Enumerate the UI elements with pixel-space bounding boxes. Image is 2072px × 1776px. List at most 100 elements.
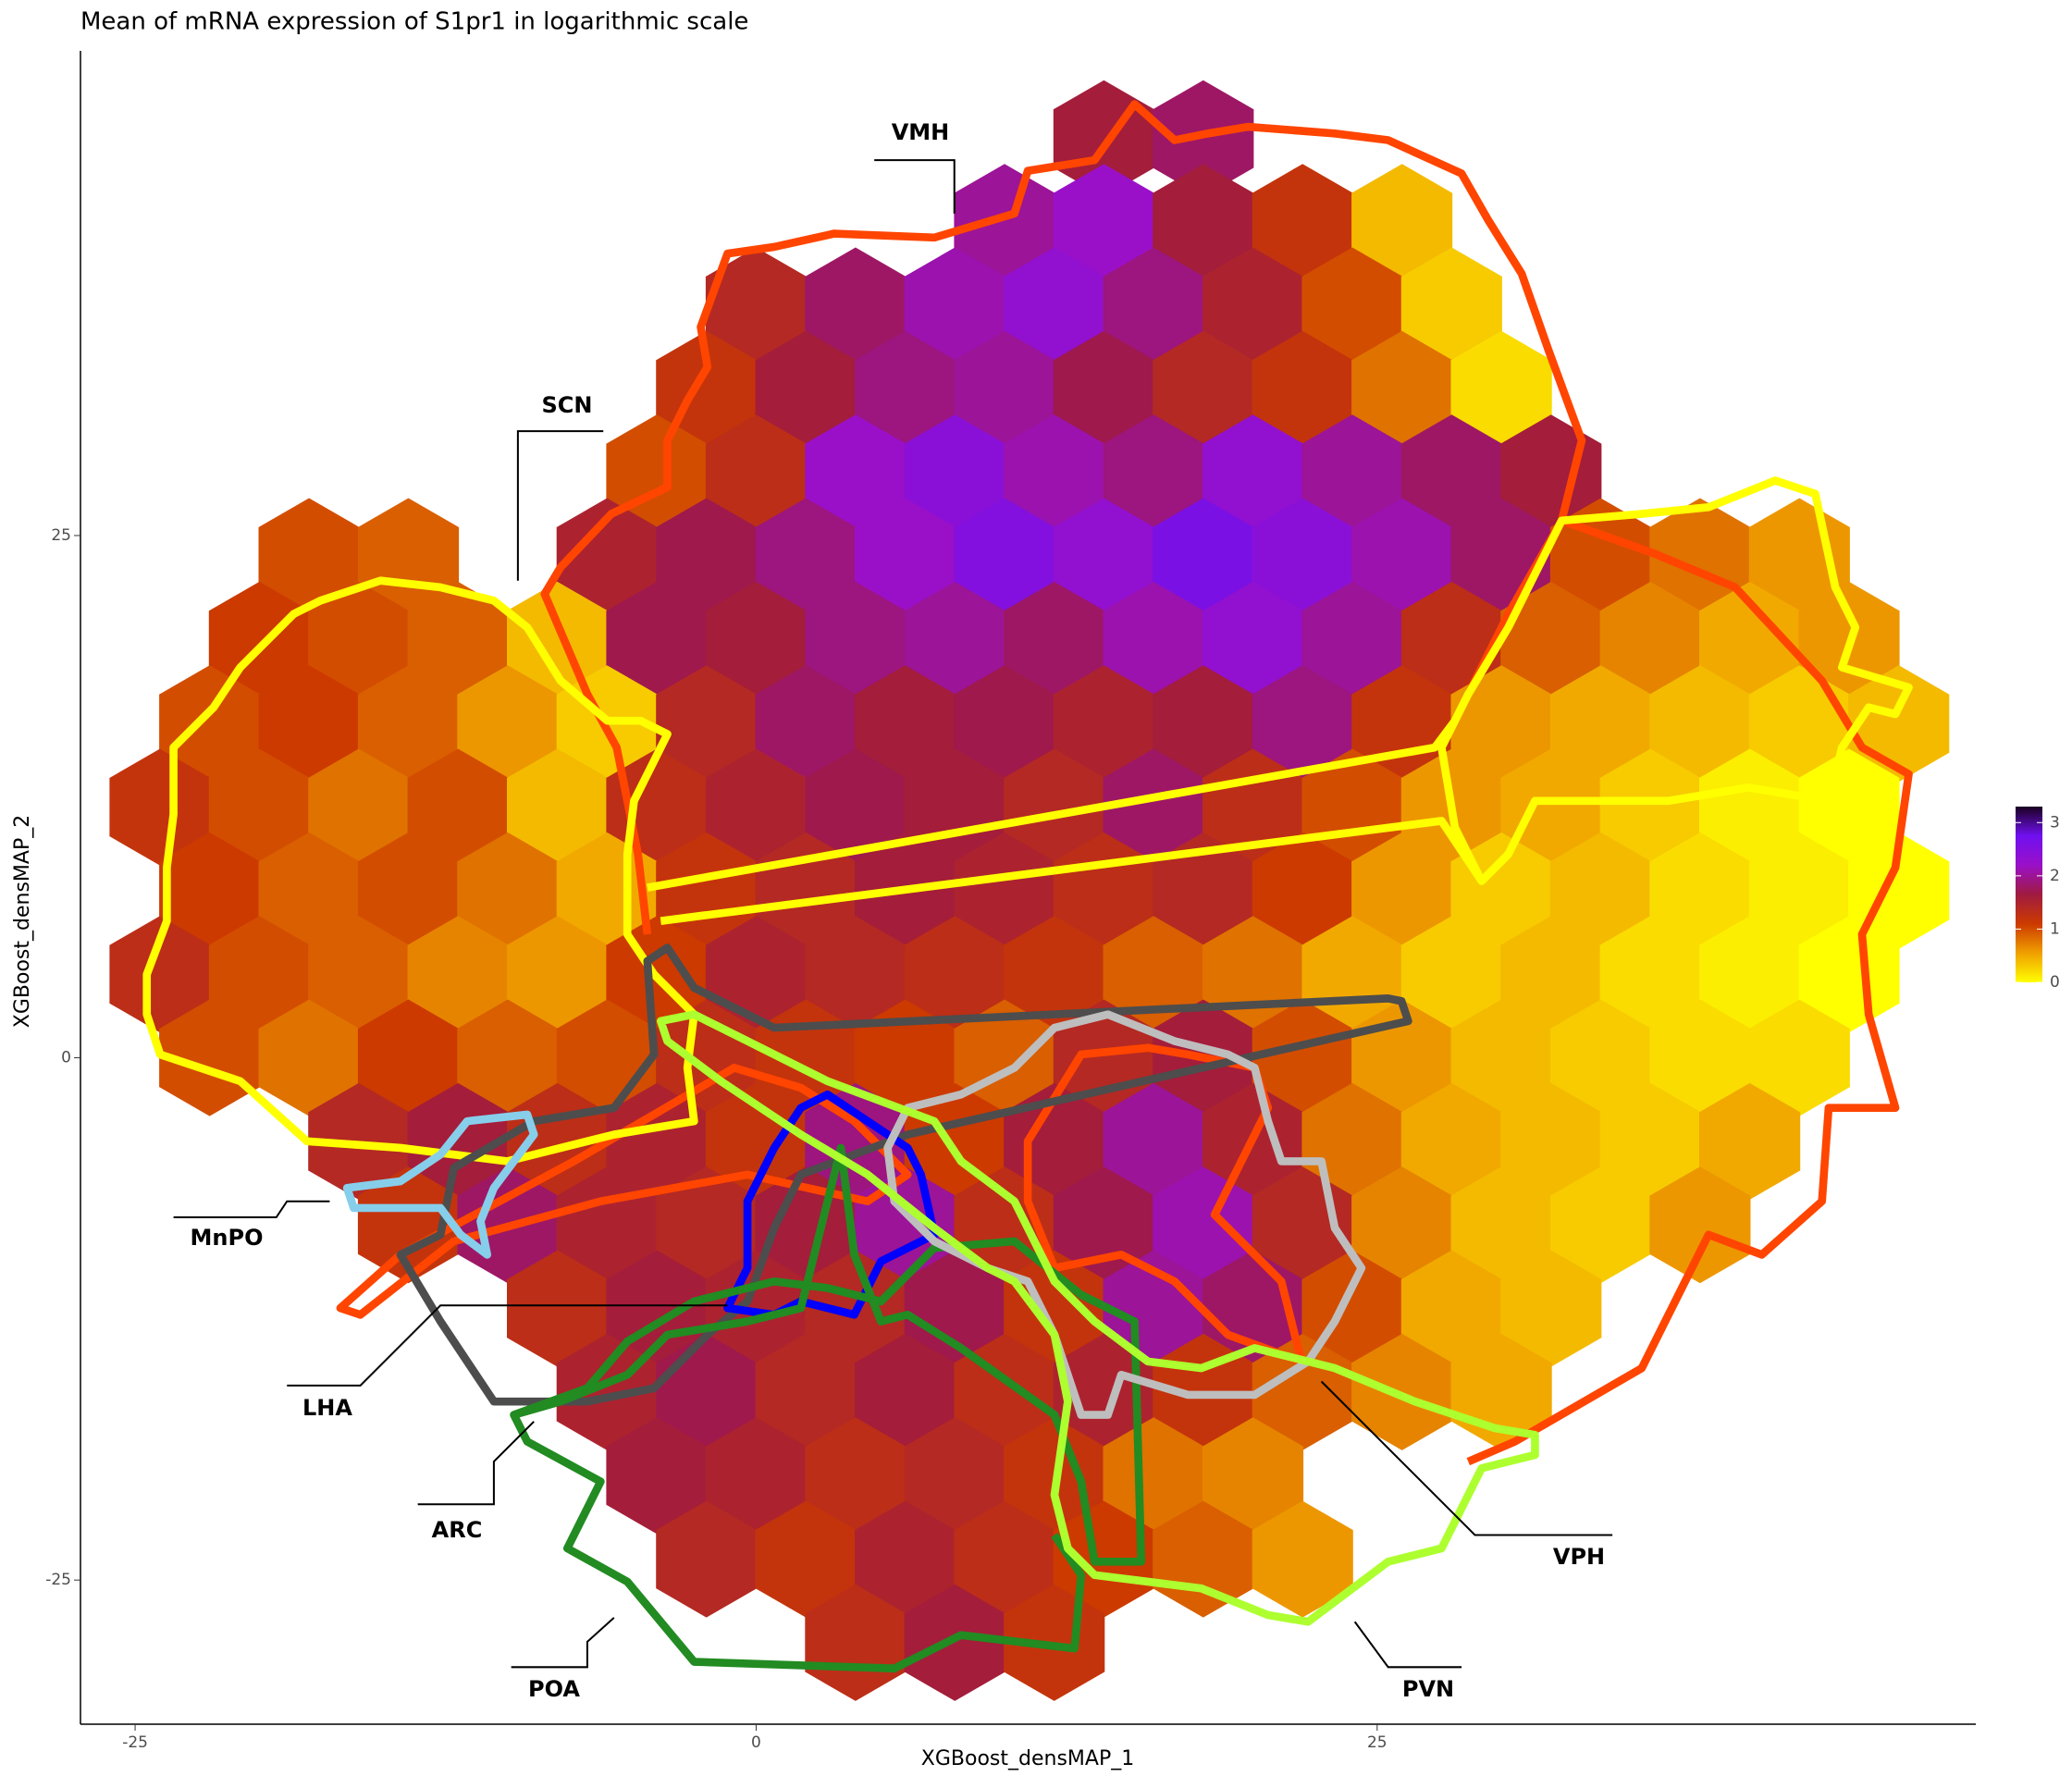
hexbin (507, 581, 609, 698)
hexbin (705, 414, 807, 532)
hexbin (1202, 247, 1304, 364)
hexbin (1500, 581, 1602, 698)
leader-vph (1320, 1380, 1613, 1536)
hexbin (507, 748, 609, 866)
hexbin (705, 581, 807, 698)
hexbin (904, 247, 1005, 364)
hexbin (1549, 832, 1652, 949)
region-label: VPH (1553, 1544, 1605, 1570)
hexbin (1103, 247, 1204, 364)
y-tick-label: 0 (61, 1049, 71, 1067)
hexbin (1549, 1166, 1652, 1284)
hexbin (1252, 832, 1353, 949)
region-label: MnPO (191, 1225, 264, 1251)
hexbin (1004, 916, 1105, 1033)
leader-poa (511, 1617, 615, 1669)
hexbin (1103, 748, 1204, 866)
hexbin (805, 581, 906, 698)
hexbin (1599, 748, 1701, 866)
hexbin (1649, 999, 1751, 1116)
colorbar (2016, 807, 2042, 982)
hexbin (606, 581, 708, 698)
hexbin (904, 1417, 1005, 1535)
region-label: ARC (432, 1517, 483, 1543)
hexbin (1004, 247, 1105, 364)
hexbin (1500, 414, 1602, 532)
hexbin (755, 1500, 857, 1618)
hexbin (1549, 999, 1652, 1116)
region-label: VMH (892, 119, 950, 145)
hexbin (1798, 916, 1900, 1033)
hexbin (904, 414, 1005, 532)
hexbin (1500, 916, 1602, 1033)
hexbin (1103, 1082, 1204, 1200)
hexbin (208, 581, 310, 698)
hexbin (407, 748, 509, 866)
hexbin (1252, 1500, 1353, 1618)
hexbin (1699, 916, 1801, 1033)
hexbin (258, 665, 360, 783)
hexbin (407, 581, 509, 698)
hexbin (1450, 1166, 1552, 1284)
hexbin (805, 247, 906, 364)
hexbin (159, 665, 261, 783)
hexbin (457, 832, 559, 949)
hexbin (1053, 164, 1154, 281)
hexbin (1153, 80, 1254, 197)
outline-band (647, 718, 1511, 925)
hexbin (954, 665, 1055, 783)
hexbin (1103, 1250, 1204, 1367)
hexbin (656, 498, 758, 615)
outline-vph-loop (1023, 1043, 1306, 1366)
hexbin (1351, 164, 1453, 281)
colorbar-tick-label: 0 (2050, 973, 2060, 992)
hexbin (606, 1417, 708, 1535)
hexbin (855, 1500, 956, 1618)
hexbin (904, 1082, 1005, 1200)
hexbin (855, 999, 956, 1116)
x-axis-title: XGBoost_densMAP_1 (921, 1747, 1134, 1770)
hexbin (159, 999, 261, 1116)
hexbin (1649, 665, 1751, 783)
hexbin (1699, 748, 1801, 866)
hexbin (556, 1333, 658, 1450)
outline-mnpo (342, 1110, 538, 1259)
hexbin (357, 999, 460, 1116)
hexbin (556, 832, 658, 949)
hexbin (407, 916, 509, 1033)
hexbin (1400, 247, 1502, 364)
y-tick-label: -25 (45, 1571, 71, 1589)
hexbin (1053, 665, 1154, 783)
hexbin (805, 414, 906, 532)
hexbin (1153, 498, 1254, 615)
hexbin (457, 665, 559, 783)
hexbin (1400, 414, 1502, 532)
hexbin (1053, 330, 1154, 448)
y-tick-label: 25 (51, 526, 71, 545)
hexbin (954, 832, 1055, 949)
hexbin (855, 665, 956, 783)
hexbin (805, 1082, 906, 1200)
hexbin (1153, 164, 1254, 281)
hexbin (755, 1333, 857, 1450)
colorbar-tick-label: 1 (2050, 919, 2060, 938)
hexbin (954, 330, 1055, 448)
hexbin (705, 1417, 807, 1535)
hexbin (556, 498, 658, 615)
leader-arc (417, 1421, 535, 1506)
hexbin (1301, 247, 1403, 364)
hexbin (457, 999, 559, 1116)
hexbin (805, 916, 906, 1033)
hexbin (904, 1250, 1005, 1367)
hexbin (1153, 330, 1254, 448)
hexbin-layer (109, 80, 1950, 1701)
hexbin (1301, 581, 1403, 698)
hexbin (1252, 665, 1353, 783)
x-tick-label: 25 (1367, 1733, 1388, 1752)
hexbin (1004, 581, 1105, 698)
hexbin (308, 581, 410, 698)
hexbin (855, 330, 956, 448)
hexbin (1649, 832, 1751, 949)
hexbin (1599, 1082, 1701, 1200)
